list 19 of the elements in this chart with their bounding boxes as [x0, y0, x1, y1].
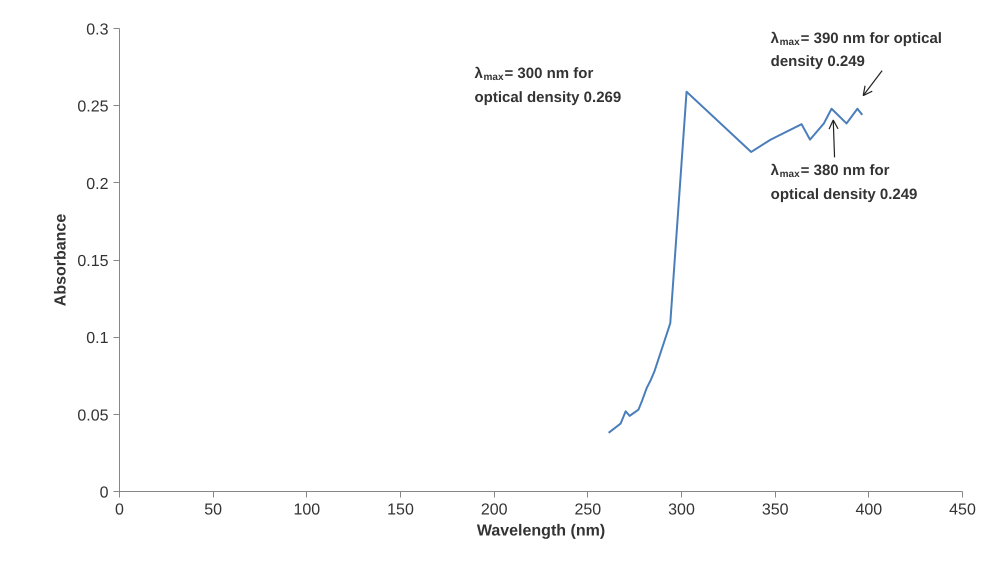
y-tick-label: 0.2 — [86, 176, 109, 193]
x-tick-label: 0 — [115, 502, 124, 518]
x-tick-label: 400 — [855, 502, 882, 518]
y-tick-label: 0.05 — [77, 407, 109, 424]
y-tick-label: 0.25 — [77, 98, 109, 116]
y-tick-label: 0.1 — [86, 330, 109, 348]
y-tick-label: 0.3 — [86, 22, 109, 38]
x-tick-label: 200 — [480, 502, 508, 518]
x-tick-label: 250 — [574, 502, 602, 518]
x-tick-label: 50 — [204, 502, 222, 518]
x-tick-label: 300 — [668, 502, 695, 518]
x-axis-title: Wavelength (nm) — [476, 522, 606, 540]
y-tick-label: 0 — [100, 484, 109, 502]
x-tick-label: 150 — [387, 502, 414, 518]
x-tick-label: 450 — [949, 502, 976, 518]
y-tick-label: 0.15 — [77, 253, 109, 270]
x-tick-label: 350 — [762, 502, 789, 518]
y-axis-title: Absorbance — [52, 214, 70, 306]
x-tick-label: 100 — [293, 502, 320, 518]
